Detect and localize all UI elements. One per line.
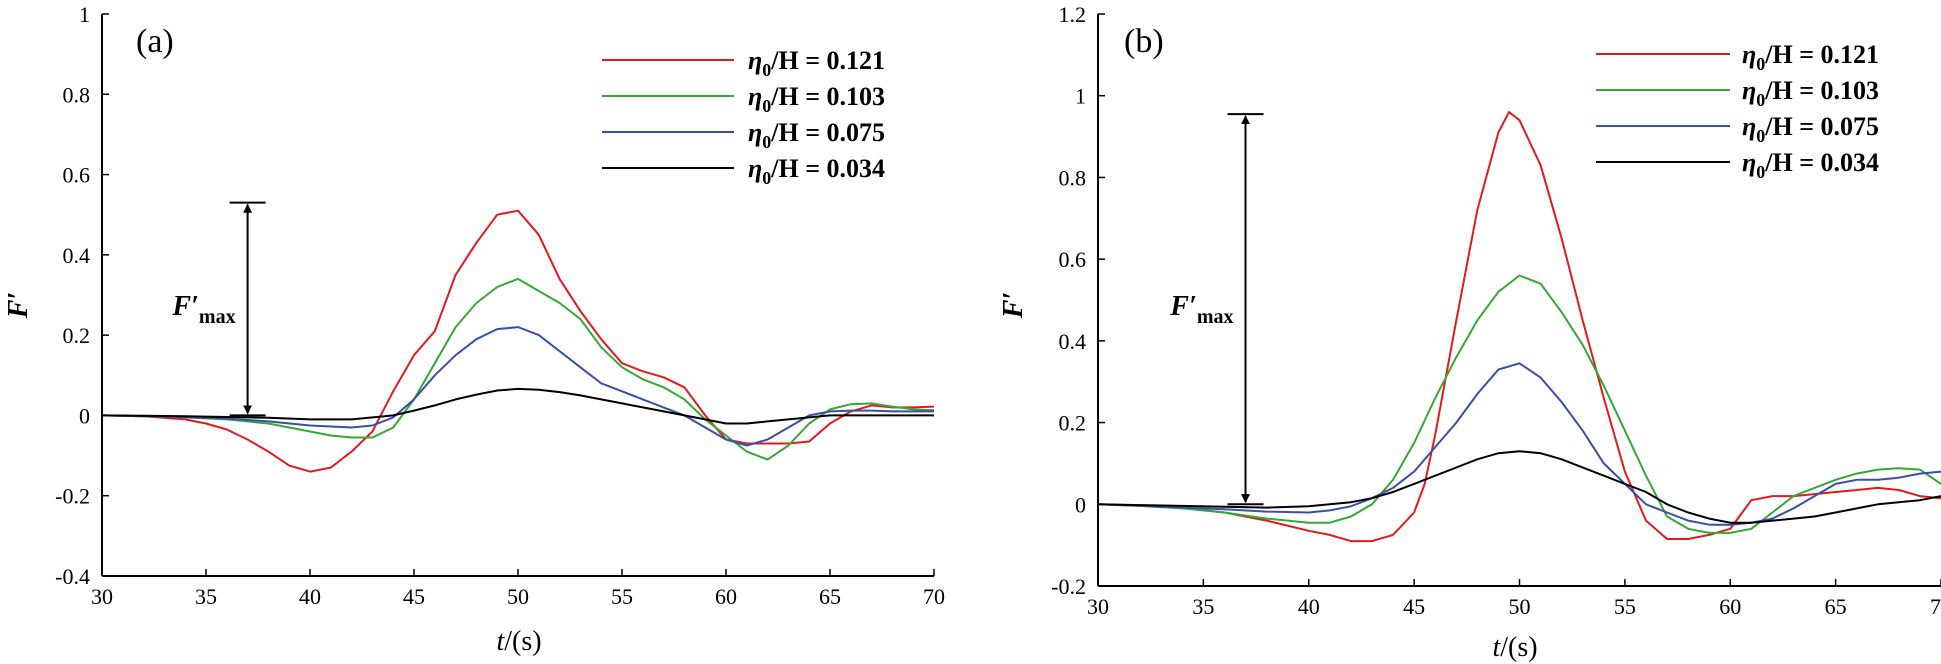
legend-eta: η <box>748 82 762 111</box>
x-axis-title-var: t <box>1492 632 1501 663</box>
x-tick-label: 65 <box>1825 594 1847 619</box>
series-line-3 <box>1098 450 1941 524</box>
y-tick-label: -0.2 <box>1051 574 1086 599</box>
chart-panel-b: -0.2 0 0.2 0.4 0.6 0.8 1 1.2 30 35 40 45 50 55 60 65 70 (… <box>998 2 1941 663</box>
legend-ratio: /H = 0.075 <box>1764 112 1879 141</box>
fmax-label-main: F′ <box>171 291 199 322</box>
x-tick-label: 30 <box>91 584 113 609</box>
legend-entry-1: η0/H = 0.103 <box>748 82 885 116</box>
x-tick-label: 65 <box>819 584 841 609</box>
x-tick-label: 55 <box>1614 594 1636 619</box>
legend-subscript: 0 <box>762 60 771 80</box>
legend-ratio: /H = 0.034 <box>770 154 885 183</box>
x-tick-label: 70 <box>923 584 945 609</box>
y-tick-label: 0 <box>1075 492 1086 517</box>
fmax-label: F′max <box>1169 291 1233 328</box>
x-tick-label: 55 <box>611 584 633 609</box>
x-tick-label: 40 <box>1298 594 1320 619</box>
panel-label: (b) <box>1124 23 1164 60</box>
x-axis-title: t/(s) <box>1492 632 1537 663</box>
legend-entry-2: η0/H = 0.075 <box>1742 112 1879 146</box>
x-axis-title-unit: /(s) <box>1500 632 1537 663</box>
x-tick-label: 45 <box>1403 594 1425 619</box>
legend-subscript: 0 <box>762 96 771 116</box>
legend-ratio: /H = 0.121 <box>1764 40 1879 69</box>
series-group <box>1098 111 1941 543</box>
legend-eta: η <box>1742 76 1756 105</box>
y-axis-title: F′ <box>3 292 34 320</box>
panel-label: (a) <box>136 23 174 60</box>
legend-entry-0: η0/H = 0.121 <box>1742 40 1879 74</box>
legend-entry-1: η0/H = 0.103 <box>1742 76 1879 110</box>
fmax-label-main: F′ <box>1169 291 1197 322</box>
legend-ratio: /H = 0.075 <box>770 118 885 147</box>
y-tick-label: 0 <box>79 403 90 428</box>
x-tick-label: 50 <box>507 584 529 609</box>
legend-entry-3: η0/H = 0.034 <box>748 154 885 188</box>
y-tick-label: 0.8 <box>1059 165 1087 190</box>
series-line-0 <box>102 209 934 473</box>
legend-eta: η <box>1742 112 1756 141</box>
y-tick-label: 0.4 <box>63 243 91 268</box>
legend-eta: η <box>748 118 762 147</box>
y-tick-label: 0.8 <box>63 82 91 107</box>
x-axis-title: t/(s) <box>496 626 541 657</box>
legend-eta: η <box>748 46 762 75</box>
y-tick-label: 0.6 <box>1059 247 1087 272</box>
legend-subscript: 0 <box>1756 54 1765 74</box>
series-line-2 <box>102 326 934 447</box>
x-tick-label: 60 <box>1719 594 1741 619</box>
y-tick-label: -0.4 <box>55 564 90 589</box>
series-line-0 <box>1098 111 1941 543</box>
legend-eta: η <box>1742 40 1756 69</box>
y-tick-label: 0.2 <box>1059 411 1087 436</box>
y-tick-label: 0.2 <box>63 323 91 348</box>
series-group <box>102 209 934 473</box>
legend-subscript: 0 <box>1756 126 1765 146</box>
legend-eta: η <box>1742 148 1756 177</box>
legend-subscript: 0 <box>762 168 771 188</box>
chart-panel-a: -0.4 -0.2 0 0.2 0.4 0.6 0.8 1 30 35 40 45 50 55 60 65 70… <box>3 2 945 657</box>
x-axis-title-var: t <box>496 626 505 657</box>
y-tick-label: 1 <box>1075 84 1086 109</box>
series-line-1 <box>1098 274 1941 534</box>
x-tick-label: 60 <box>715 584 737 609</box>
y-tick-label: -0.2 <box>55 484 90 509</box>
x-tick-label: 40 <box>299 584 321 609</box>
series-line-1 <box>102 277 934 461</box>
series-line-3 <box>102 387 934 425</box>
legend-subscript: 0 <box>1756 162 1765 182</box>
y-tick-label: 1.2 <box>1059 2 1087 27</box>
y-tick-label: 0.6 <box>63 163 91 188</box>
x-tick-label: 70 <box>1930 594 1941 619</box>
y-tick-label: 0.4 <box>1059 329 1087 354</box>
x-axis-title-unit: /(s) <box>504 626 541 657</box>
legend-eta: η <box>748 154 762 183</box>
fmax-label: F′max <box>171 291 235 328</box>
legend-ratio: /H = 0.121 <box>770 46 885 75</box>
legend-entry-2: η0/H = 0.075 <box>748 118 885 152</box>
x-tick-label: 35 <box>195 584 217 609</box>
x-tick-label: 30 <box>1087 594 1109 619</box>
y-tick-label: 1 <box>79 2 90 27</box>
legend-ratio: /H = 0.103 <box>770 82 885 111</box>
x-tick-label: 50 <box>1509 594 1531 619</box>
fmax-label-sub: max <box>1197 306 1234 328</box>
legend-subscript: 0 <box>1756 90 1765 110</box>
x-tick-label: 45 <box>403 584 425 609</box>
legend-subscript: 0 <box>762 132 771 152</box>
y-axis-title: F′ <box>998 292 1029 320</box>
x-tick-label: 35 <box>1192 594 1214 619</box>
legend-ratio: /H = 0.103 <box>1764 76 1879 105</box>
series-line-2 <box>1098 362 1941 526</box>
legend-entry-3: η0/H = 0.034 <box>1742 148 1879 182</box>
legend-entry-0: η0/H = 0.121 <box>748 46 885 80</box>
fmax-label-sub: max <box>199 306 236 328</box>
legend-ratio: /H = 0.034 <box>1764 148 1879 177</box>
